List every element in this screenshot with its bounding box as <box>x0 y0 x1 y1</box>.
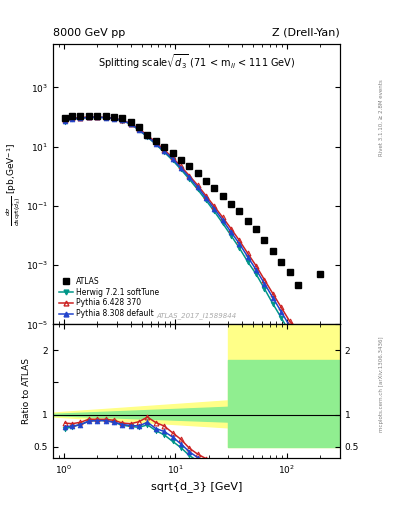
Text: mcplots.cern.ch [arXiv:1306.3436]: mcplots.cern.ch [arXiv:1306.3436] <box>379 336 384 432</box>
Text: 8000 GeV pp: 8000 GeV pp <box>53 28 125 38</box>
X-axis label: sqrt{d_3} [GeV]: sqrt{d_3} [GeV] <box>151 481 242 492</box>
Text: Rivet 3.1.10, ≥ 2.8M events: Rivet 3.1.10, ≥ 2.8M events <box>379 79 384 156</box>
Text: ATLAS_2017_I1589844: ATLAS_2017_I1589844 <box>156 312 237 319</box>
Text: Z (Drell-Yan): Z (Drell-Yan) <box>272 28 340 38</box>
Y-axis label: $\frac{d\sigma}{d\mathrm{sqrt}(\bar{d}_{3})}$ [pb,GeV$^{-1}$]: $\frac{d\sigma}{d\mathrm{sqrt}(\bar{d}_{… <box>4 142 23 226</box>
Legend: ATLAS, Herwig 7.2.1 softTune, Pythia 6.428 370, Pythia 8.308 default: ATLAS, Herwig 7.2.1 softTune, Pythia 6.4… <box>57 274 162 321</box>
Text: Splitting scale$\sqrt{d_3}$ (71 < m$_{ll}$ < 111 GeV): Splitting scale$\sqrt{d_3}$ (71 < m$_{ll… <box>98 52 295 71</box>
Y-axis label: Ratio to ATLAS: Ratio to ATLAS <box>22 358 31 424</box>
